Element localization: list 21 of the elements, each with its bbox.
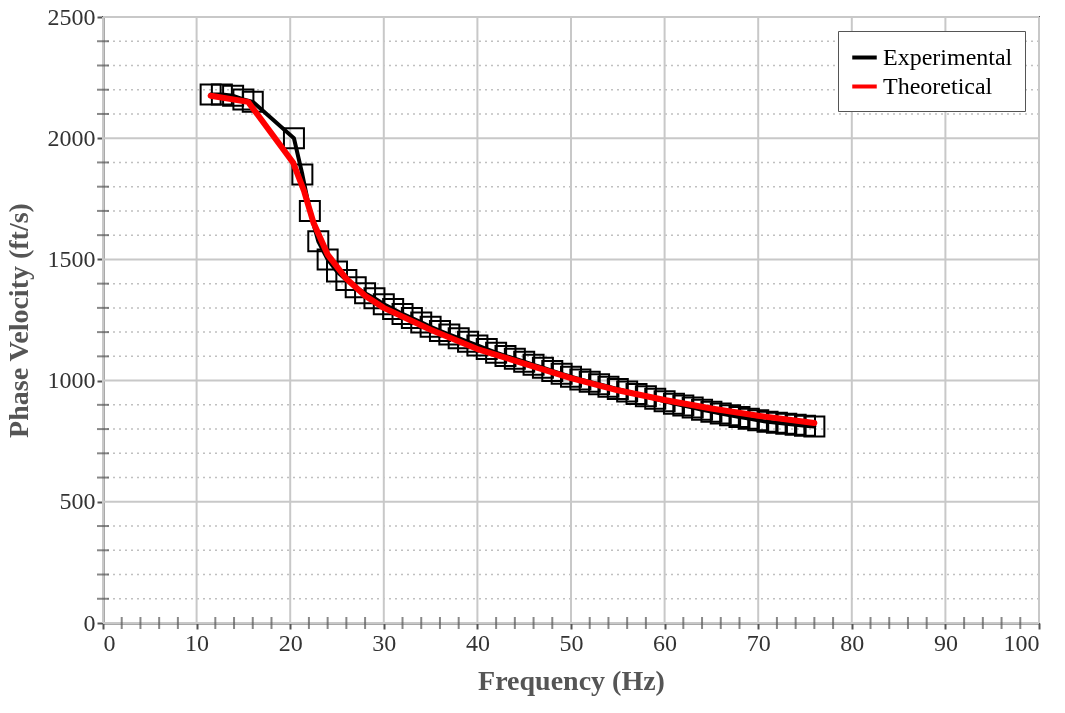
y-tick-label: 2000 (47, 124, 96, 151)
y-axis-title: Phase Velocity (ft/s) (2, 203, 34, 438)
x-tick-label: 100 (1003, 629, 1040, 656)
x-tick-label: 50 (559, 629, 584, 656)
x-tick-label: 10 (185, 629, 210, 656)
x-tick-label: 30 (372, 629, 397, 656)
x-tick-label: 0 (103, 629, 116, 656)
y-tick-label: 500 (59, 488, 96, 515)
y-tick-label: 2500 (47, 3, 96, 30)
x-axis-title: Frequency (Hz) (478, 664, 665, 696)
x-tick-label: 90 (933, 629, 958, 656)
x-tick-label: 40 (465, 629, 490, 656)
legend-label: Experimental (883, 43, 1013, 70)
x-tick-label: 60 (653, 629, 678, 656)
y-tick-label: 0 (83, 609, 96, 636)
y-tick-label: 1500 (47, 245, 96, 272)
legend-label: Theoretical (883, 72, 993, 99)
y-tick-label: 1000 (47, 367, 96, 394)
x-tick-label: 20 (278, 629, 303, 656)
x-tick-label: 80 (840, 629, 865, 656)
x-tick-label: 70 (746, 629, 771, 656)
